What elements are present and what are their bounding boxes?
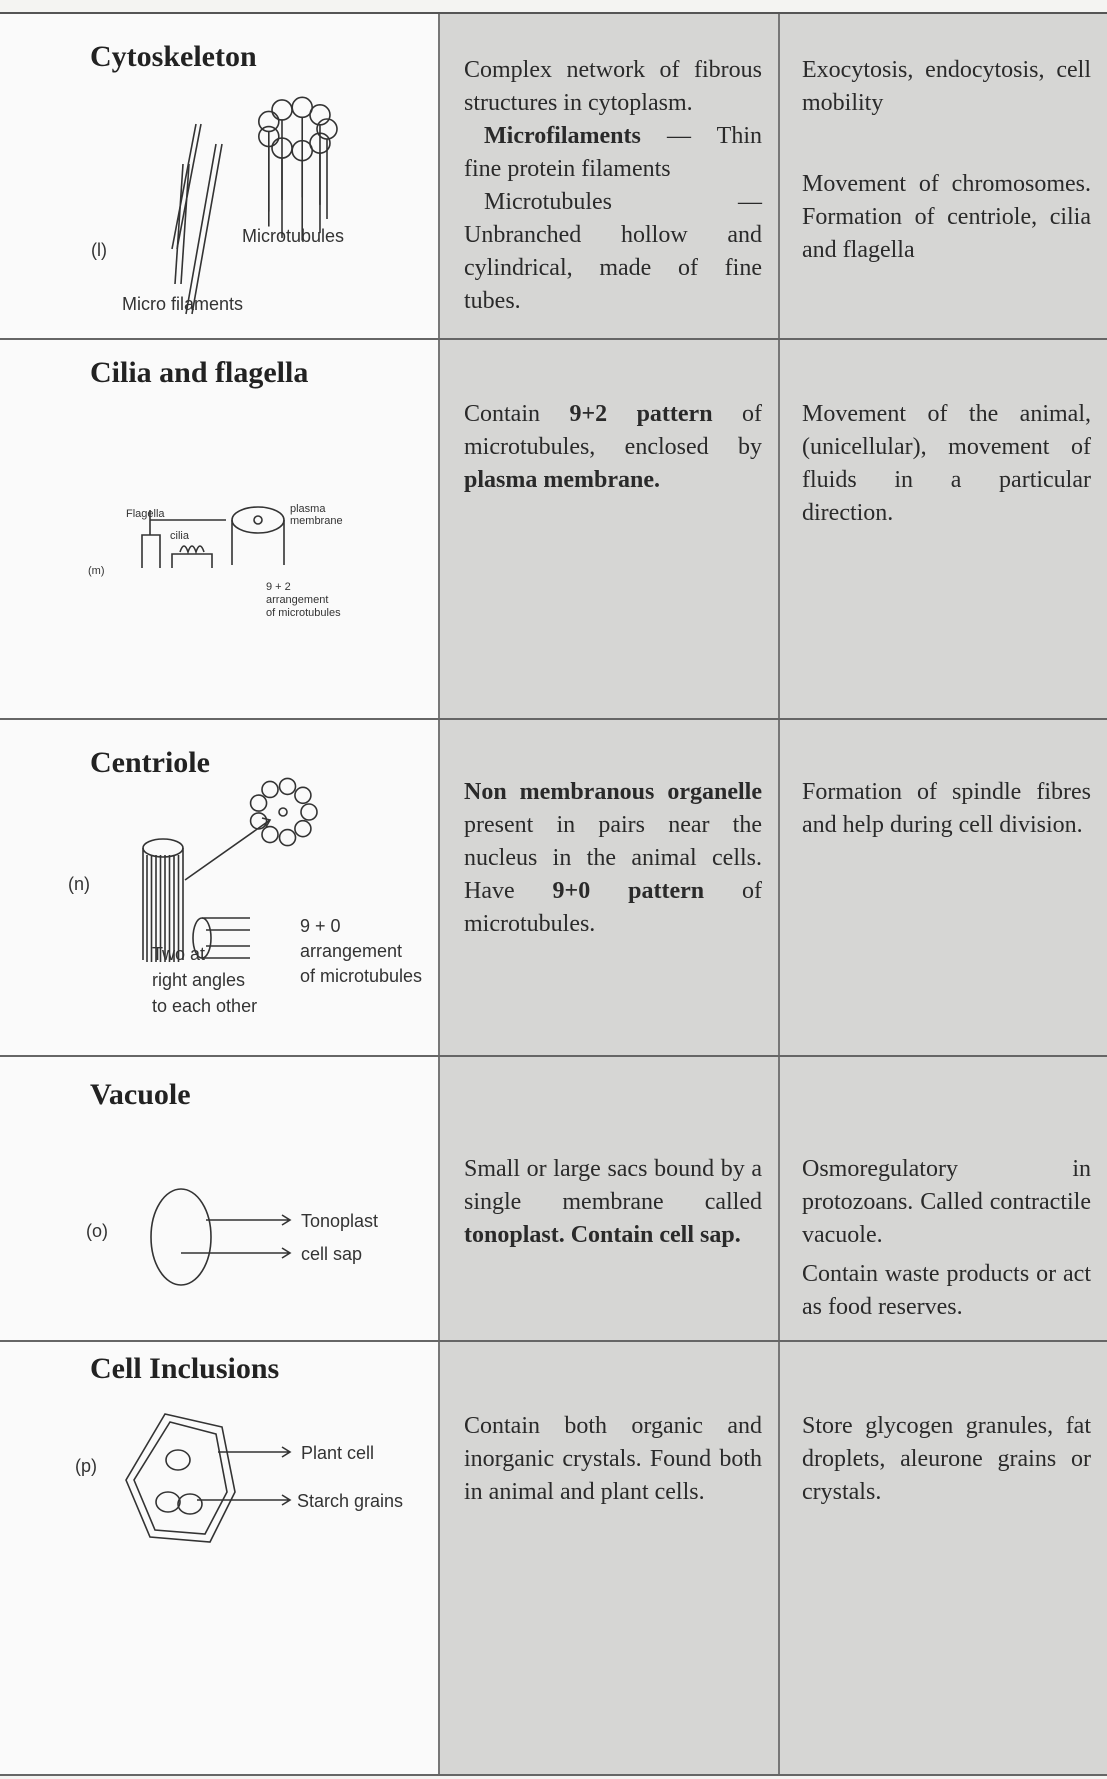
diagram-label: (m) (88, 565, 105, 577)
diagram-label: Plant cell (301, 1443, 374, 1463)
diagram-label: Two at (152, 944, 205, 964)
description-text: 9+0 pattern (552, 878, 705, 904)
description-text: Non membranous organelle (464, 779, 762, 805)
diagram-label: Starch grains (297, 1491, 403, 1511)
function-cell: Osmoregulatory in protozoans. Called con… (780, 1057, 1107, 1340)
description-text: Microfilaments (484, 123, 641, 149)
diagram-label: arrangement (300, 941, 402, 961)
diagram-label: of microtubules (300, 966, 422, 986)
diagram-label: (o) (86, 1221, 108, 1241)
diagram-label: (l) (91, 240, 107, 260)
diagram-label: (n) (68, 874, 90, 894)
diagram-cell: Vacuole (o) Tonoplast cell sap (0, 1057, 440, 1340)
diagram: Vacuole (o) Tonoplast cell sap (86, 1078, 378, 1286)
table-row: Cell Inclusions (p) Plant cell Starch grain… (0, 1342, 1107, 1776)
diagram-cell: Cilia and flagella Flagella cilia plasma mem… (0, 340, 440, 718)
description-cell: Complex network of fibrous structures in… (440, 14, 780, 338)
function-text: Formation of spindle fibres and help dur… (802, 779, 1091, 838)
description-text: Contain both organic and inorganic cryst… (464, 1413, 762, 1505)
diagram-label: membrane (290, 515, 343, 527)
diagram: Cell Inclusions (p) Plant cell Starch grain… (75, 1352, 403, 1543)
description-text: tonoplast. Contain cell sap. (464, 1222, 741, 1248)
diagram-label: cilia (170, 530, 190, 542)
diagram: Cilia and flagella Flagella cilia plasmamem… (88, 356, 343, 619)
diagram-label: cell sap (301, 1244, 362, 1264)
description-cell: Contain both organic and inorganic cryst… (440, 1342, 780, 1774)
description-text: 9+2 pattern (569, 401, 713, 427)
organelle-table: Cytoskeleton (l) Microtubules Micro filamen… (0, 12, 1107, 1776)
organelle-name: Cytoskeleton (90, 40, 257, 73)
description-cell: Contain 9+2 pattern of microtubules, enc… (440, 340, 780, 718)
function-text: Store glycogen granules, fat droplets, a… (802, 1413, 1091, 1505)
diagram-label: Tonoplast (301, 1211, 378, 1231)
organelle-name: Centriole (90, 746, 210, 779)
diagram-label: (p) (75, 1456, 97, 1476)
diagram: Cytoskeleton (l) Microtubules Micro filamen… (90, 40, 344, 315)
diagram-label: arrangement (266, 594, 328, 606)
diagram-label: Microtubules (242, 226, 344, 246)
table-row: Vacuole (o) Tonoplast cell sap Small or larg… (0, 1057, 1107, 1342)
diagram-cell: Centriole (n) 9 + 0 arrangement of microtubu… (0, 720, 440, 1055)
diagram-label: plasma (290, 503, 326, 515)
function-cell: Movement of the animal, (unicellular), m… (780, 340, 1107, 718)
function-cell: Exocytosis, endocytosis, cell mobility Mo… (780, 14, 1107, 338)
diagram-label: Flagella (126, 508, 165, 520)
description-paragraph: Non membranous organelle present in pair… (464, 776, 762, 941)
diagram-label: to each other (152, 996, 257, 1016)
table-row: Cytoskeleton (l) Microtubules Micro filamen… (0, 14, 1107, 340)
description-paragraph: Microfilaments — Thin fine protein filam… (464, 120, 762, 186)
description-paragraph: Microtubules — Unbranched hollow and cyl… (464, 186, 762, 318)
description-text: present in pairs near the nucleus in the… (464, 812, 762, 904)
diagram: Centriole (n) 9 + 0 arrangement of microtubu… (68, 746, 422, 1016)
organelle-name: Cell Inclusions (90, 1352, 279, 1385)
description-paragraph: Contain 9+2 pattern of microtubules, enc… (464, 398, 762, 497)
description-cell: Non membranous organelle present in pair… (440, 720, 780, 1055)
description-text: — Thin fine protein filaments (464, 123, 762, 182)
function-text: Exocytosis, endocytosis, cell mobility (802, 57, 1091, 116)
diagram-label: right angles (152, 970, 245, 990)
diagram-label: 9 + 0 (300, 916, 341, 936)
function-cell: Formation of spindle fibres and help dur… (780, 720, 1107, 1055)
description-text: plasma membrane. (464, 467, 660, 493)
description-text: Microtubules — Unbranched hollow and cyl… (464, 189, 762, 314)
organelle-name: Cilia and flagella (90, 356, 308, 389)
description-text: of microtubules. (464, 878, 762, 937)
description-paragraph: Contain both organic and inorganic cryst… (464, 1410, 762, 1509)
function-cell: Store glycogen granules, fat droplets, a… (780, 1342, 1107, 1774)
description-paragraph: Complex network of fibrous structures in… (464, 54, 762, 120)
diagram-cell: Cytoskeleton (l) Microtubules Micro filamen… (0, 14, 440, 338)
diagram-label: 9 + 2 (266, 581, 291, 593)
diagram-label: Micro filaments (122, 294, 243, 314)
description-text: Complex network of fibrous structures in… (464, 57, 762, 116)
function-text: Contain waste products or act as food re… (802, 1261, 1091, 1320)
organelle-name: Vacuole (90, 1078, 191, 1111)
function-text: Movement of the animal, (unicellular), m… (802, 401, 1091, 526)
table-row: Cilia and flagella Flagella cilia plasma mem… (0, 340, 1107, 720)
description-text: of microtubules, enclosed by (464, 401, 762, 460)
description-text: Small or large sacs bound by a single me… (464, 1156, 762, 1215)
description-text: Contain (464, 401, 570, 427)
description-cell: Small or large sacs bound by a single me… (440, 1057, 780, 1340)
function-text: Movement of chromosomes. Formation of ce… (802, 171, 1091, 263)
diagram-label: of microtubules (266, 607, 341, 619)
function-text: Osmoregulatory in protozoans. Called con… (802, 1156, 1091, 1248)
diagram-cell: Cell Inclusions (p) Plant cell Starch grain… (0, 1342, 440, 1774)
description-paragraph: Small or large sacs bound by a single me… (464, 1153, 762, 1252)
table-row: Centriole (n) 9 + 0 arrangement of microtubu… (0, 720, 1107, 1057)
